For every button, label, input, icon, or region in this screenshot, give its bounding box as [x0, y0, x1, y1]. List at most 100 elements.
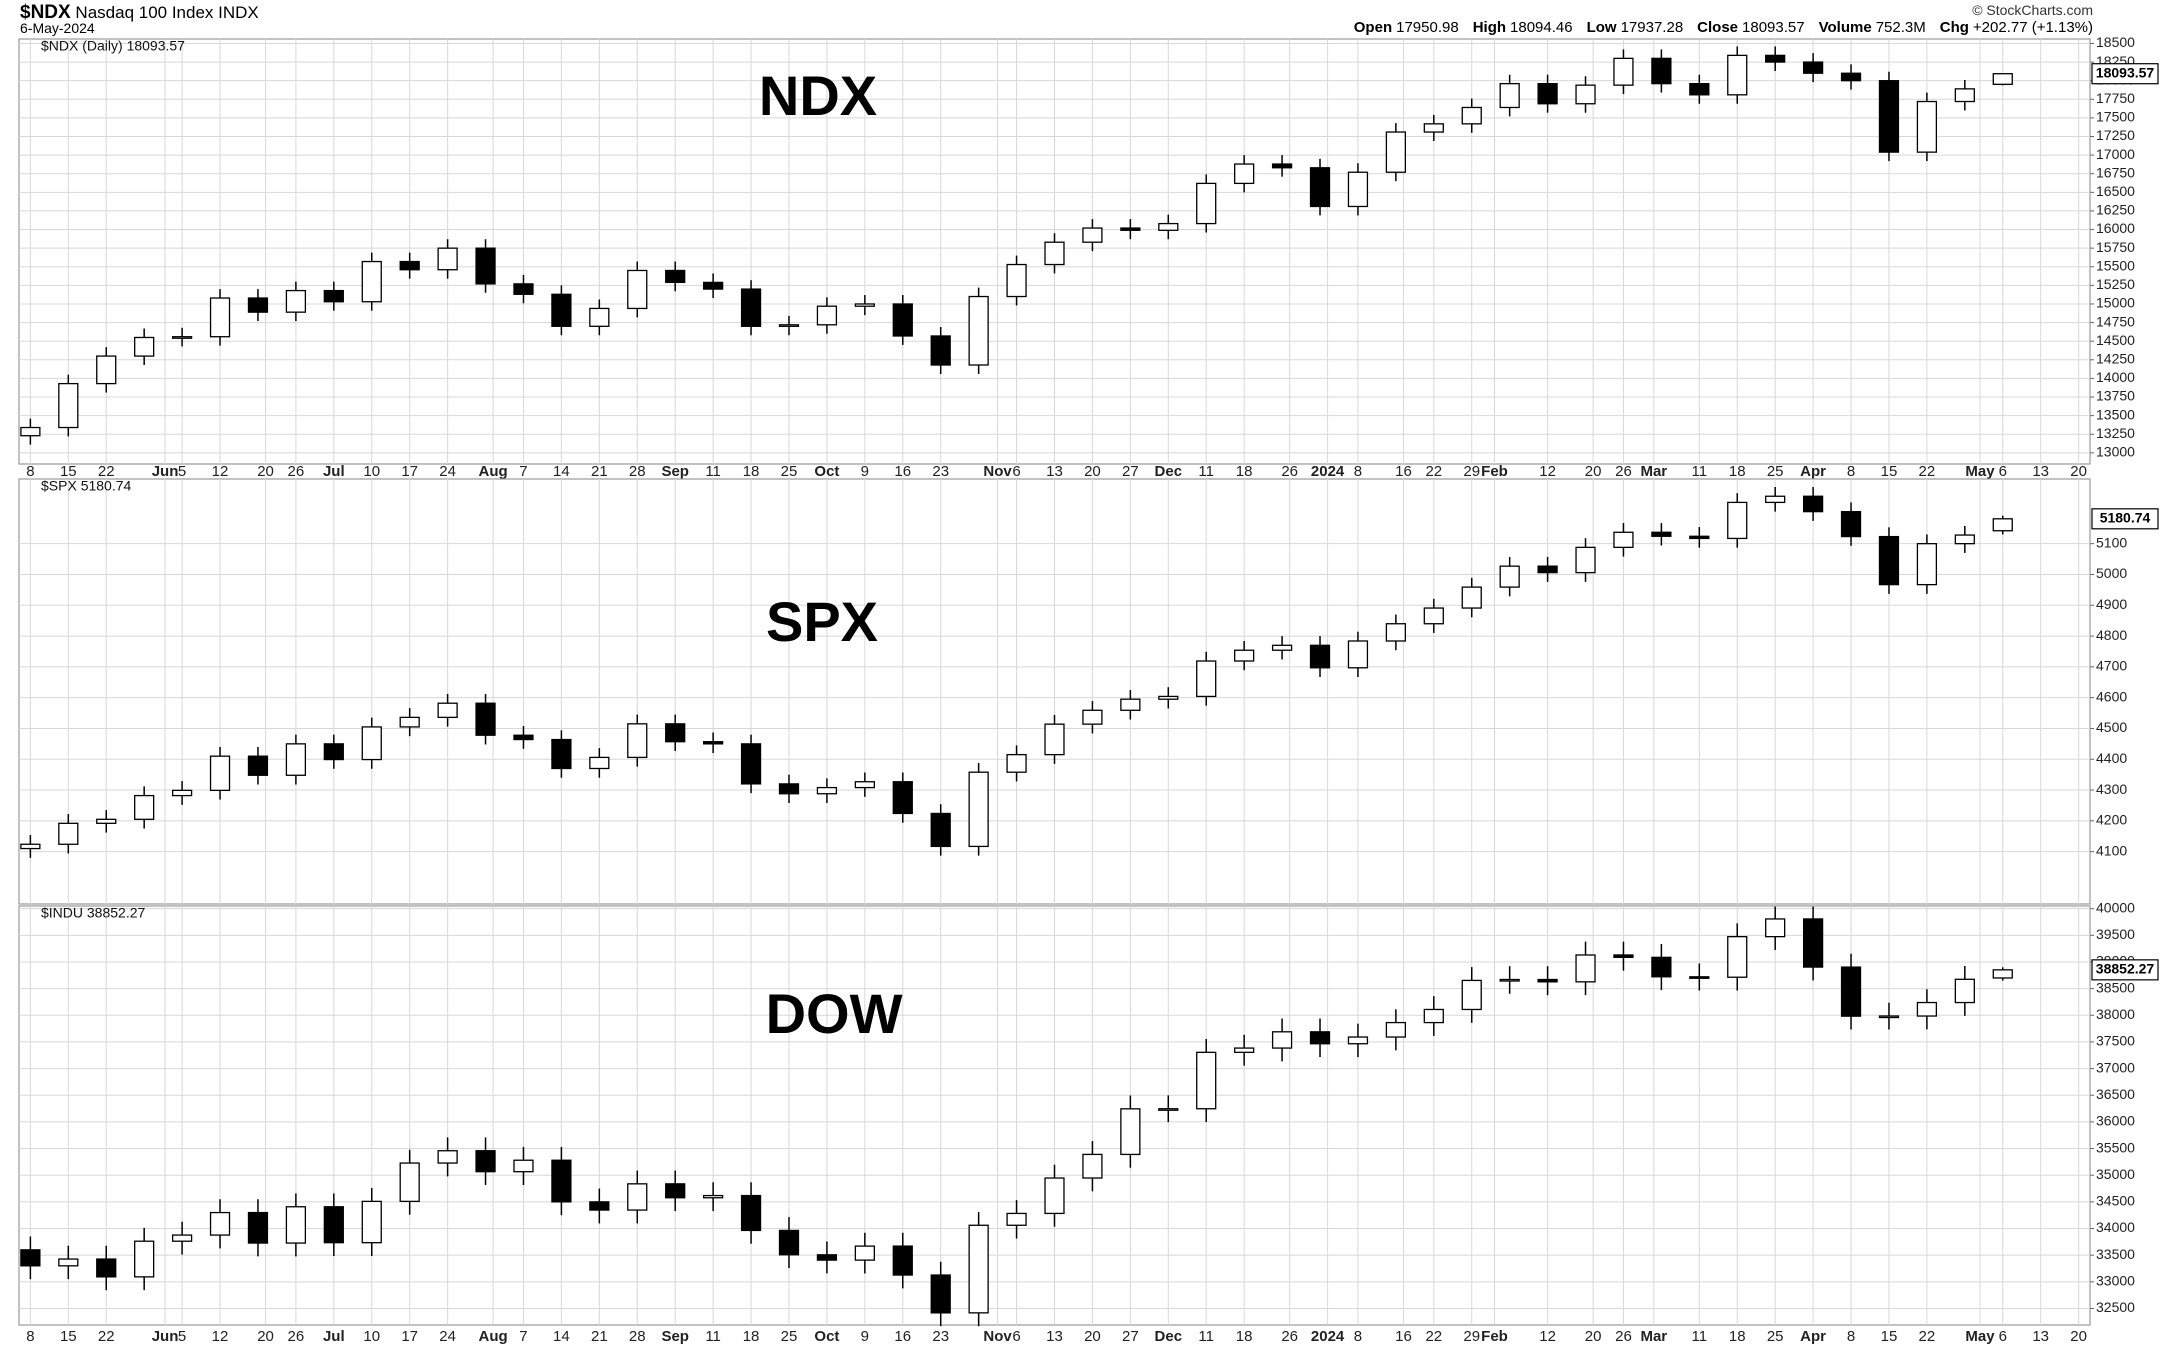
y-tick-label: 39500	[2096, 926, 2135, 942]
x-tick-label: 10	[363, 463, 380, 480]
candle-body	[475, 702, 496, 736]
candle-body	[892, 781, 913, 815]
x-tick-label: Jun	[152, 1328, 179, 1345]
candle-body	[475, 1150, 496, 1173]
x-tick-label: 8	[1847, 463, 1855, 480]
candle-body	[1727, 936, 1748, 978]
candle-body	[778, 324, 800, 327]
candle-body	[209, 755, 231, 792]
candle-body	[399, 260, 420, 271]
x-tick-label: Feb	[1481, 1328, 1508, 1345]
x-tick-label: Jul	[323, 1328, 345, 1345]
candle-body	[778, 783, 800, 795]
candle-body	[1916, 1001, 1938, 1017]
y-tick-label: 17250	[2096, 127, 2135, 143]
candle-body	[285, 1206, 307, 1244]
x-tick-label: 13	[2032, 1328, 2049, 1345]
x-tick-label: 12	[1539, 1328, 1556, 1345]
candle-body	[1461, 586, 1482, 609]
y-tick-label: 4300	[2096, 781, 2127, 797]
y-tick-label: 4600	[2096, 688, 2127, 704]
candle-body	[1196, 182, 1217, 225]
candle-body	[1082, 709, 1103, 725]
last-value: 18093.57	[2096, 64, 2155, 80]
x-tick-label: Mar	[1640, 463, 1667, 480]
candle-body	[1613, 954, 1634, 958]
y-tick-label: 38000	[2096, 1006, 2135, 1022]
candle-body	[1196, 1051, 1217, 1110]
x-tick-label: 25	[1767, 463, 1784, 480]
x-tick-label: 25	[1767, 1328, 1784, 1345]
candle-body	[1954, 534, 1975, 545]
y-tick-label: 4700	[2096, 658, 2127, 674]
quote-value: +202.77 (+1.13%)	[1972, 19, 2093, 36]
candle-body	[171, 789, 193, 797]
candle-body	[361, 1200, 382, 1244]
exchange: INDX	[218, 3, 259, 22]
x-tick-label: 16	[1395, 1328, 1412, 1345]
y-tick-label: 5100	[2096, 534, 2127, 550]
last-value: 38852.27	[2096, 961, 2155, 977]
x-tick-label: 22	[1425, 463, 1442, 480]
candle-body	[1461, 106, 1482, 125]
x-tick-label: Oct	[814, 463, 839, 480]
candle-body	[1992, 518, 2013, 532]
y-tick-label: 33500	[2096, 1246, 2135, 1262]
x-tick-label: Aug	[479, 463, 508, 480]
candle-body	[1082, 227, 1103, 243]
candle-body	[1423, 123, 1444, 133]
x-tick-label: 6	[1999, 463, 2007, 480]
last-value-box	[2091, 508, 2159, 530]
quote-item: Volume 752.3M	[1819, 19, 1926, 36]
x-tick-label: May	[1965, 1328, 1995, 1345]
x-tick-label: 8	[1354, 463, 1362, 480]
x-tick-label: 22	[1425, 1328, 1442, 1345]
y-tick-label: 34000	[2096, 1219, 2135, 1235]
x-tick-label: 18	[1729, 463, 1746, 480]
candle-body	[1158, 695, 1179, 700]
candle-body	[778, 1229, 800, 1256]
candle-body	[1006, 263, 1027, 298]
y-tick-label: 17000	[2096, 146, 2135, 162]
panel-title: SPX	[766, 590, 878, 653]
x-tick-label: 11	[1198, 463, 1214, 480]
candle-body	[323, 743, 344, 761]
x-tick-label: 12	[212, 1328, 229, 1345]
candle-body	[1878, 535, 1900, 586]
candle-body	[134, 336, 155, 357]
y-tick-label: 37500	[2096, 1033, 2135, 1049]
candle-body	[968, 295, 989, 366]
y-tick-label: 13500	[2096, 406, 2135, 422]
candle-body	[1347, 640, 1369, 669]
x-tick-label: 12	[212, 463, 229, 480]
x-tick-label: 21	[591, 463, 608, 480]
candle-body	[968, 771, 989, 848]
x-tick-label: 22	[1919, 1328, 1936, 1345]
y-tick-label: 15250	[2096, 276, 2135, 292]
candle-body	[1158, 1108, 1179, 1111]
candle-body	[58, 1258, 79, 1267]
candle-body	[399, 1162, 420, 1203]
y-tick-label: 32500	[2096, 1299, 2135, 1315]
y-tick-label: 15000	[2096, 295, 2135, 311]
candle-body	[1575, 546, 1596, 574]
x-tick-label: 15	[60, 1328, 77, 1345]
y-tick-label: 4400	[2096, 750, 2127, 766]
y-tick-label: 17500	[2096, 109, 2135, 125]
x-tick-label: 8	[1847, 1328, 1855, 1345]
y-tick-label: 17750	[2096, 90, 2135, 106]
candle-body	[513, 734, 534, 741]
x-tick-label: 28	[629, 1328, 646, 1345]
candle-body	[1651, 57, 1672, 85]
x-tick-label: 2024	[1311, 463, 1345, 480]
x-tick-label: 22	[1919, 463, 1936, 480]
x-tick-label: 26	[1281, 1328, 1298, 1345]
x-tick-label: 18	[1236, 463, 1253, 480]
x-tick-label: 20	[1585, 1328, 1602, 1345]
x-tick-label: 26	[288, 1328, 305, 1345]
x-tick-label: 20	[2070, 463, 2087, 480]
candle-body	[361, 726, 382, 761]
quote-value: 17950.98	[1396, 19, 1459, 36]
index-name: Nasdaq 100 Index	[75, 3, 214, 22]
candle-body	[854, 303, 875, 307]
